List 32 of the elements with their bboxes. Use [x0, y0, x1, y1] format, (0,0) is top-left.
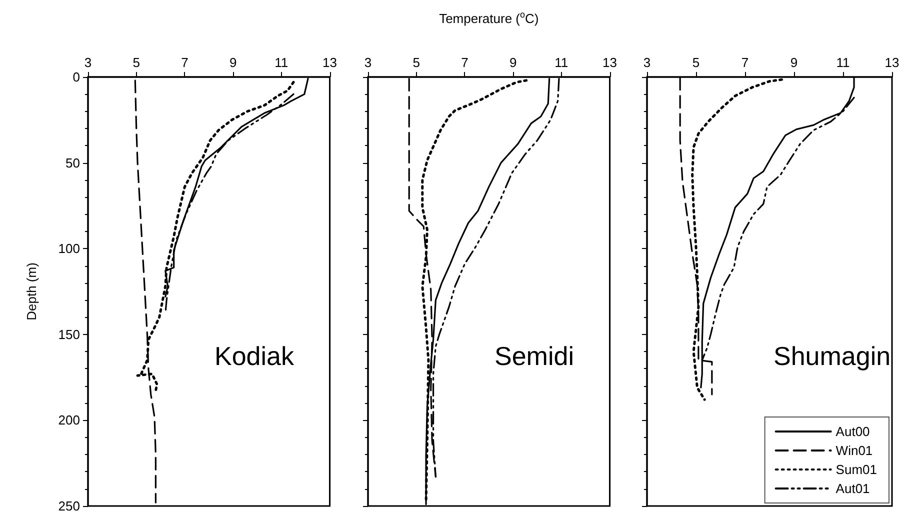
- y-tick-label: 50: [66, 155, 80, 170]
- legend-label: Aut00: [836, 424, 870, 439]
- annotation: Kodiak: [214, 340, 295, 371]
- x-tick-label: 3: [84, 55, 92, 70]
- x-tick-label: 11: [274, 55, 288, 70]
- annotation: Shumagin: [774, 340, 891, 371]
- legend-label: Aut01: [836, 481, 870, 496]
- x-tick-label: 3: [643, 55, 651, 70]
- x-tick-label: 7: [181, 55, 188, 70]
- x-tick-label: 11: [554, 55, 568, 70]
- x-tick-label: 9: [509, 55, 517, 70]
- y-axis-title: Depth (m): [24, 262, 39, 320]
- x-tick-label: 5: [692, 55, 700, 70]
- annotation: Semidi: [494, 340, 574, 371]
- legend-label: Win01: [836, 443, 873, 458]
- x-tick-label: 11: [836, 55, 850, 70]
- y-tick-label: 200: [58, 412, 80, 428]
- x-tick-label: 9: [790, 55, 798, 70]
- x-tick-label: 5: [132, 55, 140, 70]
- x-tick-label: 7: [461, 55, 468, 70]
- x-tick-label: 13: [322, 55, 338, 70]
- x-tick-label: 13: [602, 55, 618, 70]
- x-tick-label: 13: [884, 55, 900, 70]
- y-tick-label: 0: [72, 70, 80, 84]
- x-tick-label: 9: [229, 55, 237, 70]
- x-tick-label: 5: [412, 55, 420, 70]
- y-tick-label: 150: [58, 326, 80, 342]
- legend-label: Sum01: [836, 462, 878, 477]
- x-tick-label: 3: [364, 55, 372, 70]
- y-tick-label: 250: [58, 498, 80, 514]
- y-tick-label: 100: [58, 241, 80, 256]
- x-tick-label: 7: [741, 55, 749, 70]
